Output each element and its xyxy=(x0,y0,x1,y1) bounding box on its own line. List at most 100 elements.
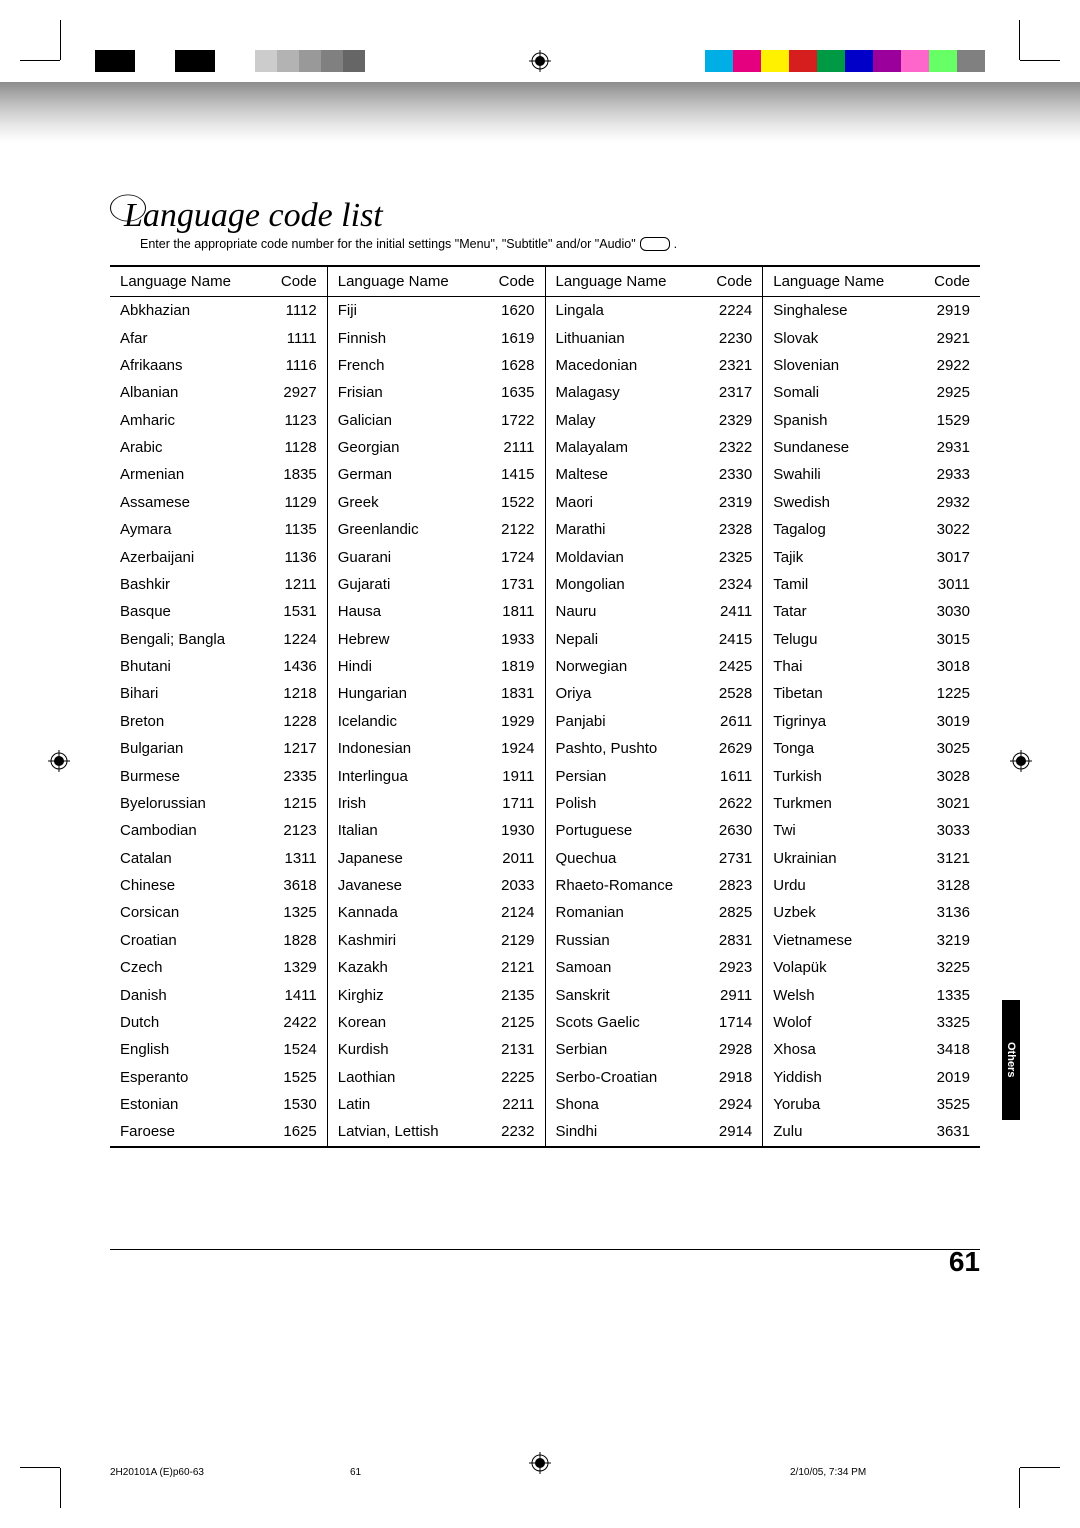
language-name: Sanskrit xyxy=(556,987,610,1004)
language-name: Slovak xyxy=(773,330,818,347)
language-name: Interlingua xyxy=(338,768,408,785)
color-swatch xyxy=(957,50,985,72)
table-row: Hausa1811 xyxy=(328,598,545,625)
language-code: 1335 xyxy=(937,987,970,1004)
language-name: Bengali; Bangla xyxy=(120,631,225,648)
language-code: 2415 xyxy=(719,631,752,648)
table-row: Afar1111 xyxy=(110,324,327,351)
language-name: Marathi xyxy=(556,521,606,538)
table-row: Laothian2225 xyxy=(328,1064,545,1091)
language-code: 1531 xyxy=(283,603,316,620)
table-row: Dutch 2422 xyxy=(110,1009,327,1036)
table-row: Vietnamese3219 xyxy=(763,927,980,954)
language-code: 3030 xyxy=(937,603,970,620)
language-code: 1611 xyxy=(720,768,752,785)
table-row: Thai3018 xyxy=(763,653,980,680)
bw-swatch xyxy=(215,50,255,72)
table-row: Albanian2927 xyxy=(110,379,327,406)
bw-swatch xyxy=(343,50,365,72)
language-name: Hungarian xyxy=(338,685,407,702)
color-swatch xyxy=(817,50,845,72)
language-code: 1112 xyxy=(286,302,317,319)
language-name: Kashmiri xyxy=(338,932,396,949)
language-code: 1522 xyxy=(501,494,534,511)
language-name: Spanish xyxy=(773,412,827,429)
language-name: Urdu xyxy=(773,877,806,894)
table-header: Language NameCode xyxy=(328,267,545,297)
language-code: 1722 xyxy=(501,412,534,429)
language-name: Sindhi xyxy=(556,1123,598,1140)
registration-icon xyxy=(48,750,70,772)
language-name: Tibetan xyxy=(773,685,822,702)
color-swatch xyxy=(761,50,789,72)
language-code: 1218 xyxy=(283,685,316,702)
table-row: Croatian1828 xyxy=(110,927,327,954)
footer-timestamp: 2/10/05, 7:34 PM xyxy=(790,1467,866,1478)
table-row: Faroese1625 xyxy=(110,1118,327,1145)
language-name: Mongolian xyxy=(556,576,625,593)
table-row: Burmese2335 xyxy=(110,762,327,789)
language-name: Quechua xyxy=(556,850,617,867)
language-code: 2131 xyxy=(501,1041,534,1058)
table-row: Byelorussian1215 xyxy=(110,790,327,817)
language-name: Greenlandic xyxy=(338,521,419,538)
bw-swatch xyxy=(135,50,175,72)
bw-swatch xyxy=(95,50,135,72)
page-subtitle: Enter the appropriate code number for th… xyxy=(140,237,980,251)
language-code: 3033 xyxy=(937,822,970,839)
language-code: 2319 xyxy=(719,494,752,511)
language-name: Dutch xyxy=(120,1014,159,1031)
language-code: 2918 xyxy=(719,1069,752,1086)
table-row: Finnish1619 xyxy=(328,324,545,351)
language-name: Swahili xyxy=(773,466,821,483)
language-name: Arabic xyxy=(120,439,163,456)
language-name: Afrikaans xyxy=(120,357,183,374)
table-row: Maori2319 xyxy=(546,489,763,516)
language-code: 2111 xyxy=(503,439,534,456)
table-row: Tonga3025 xyxy=(763,735,980,762)
table-row: Singhalese2919 xyxy=(763,297,980,324)
language-code: 3225 xyxy=(937,959,970,976)
language-code: 2914 xyxy=(719,1123,752,1140)
language-name: Twi xyxy=(773,822,796,839)
table-header: Language NameCode xyxy=(763,267,980,297)
table-row: Georgian 2111 xyxy=(328,434,545,461)
language-code: 2422 xyxy=(283,1014,316,1031)
language-code: 2921 xyxy=(937,330,970,347)
color-swatch xyxy=(845,50,873,72)
table-header: Language NameCode xyxy=(110,267,327,297)
table-row: Serbian2928 xyxy=(546,1036,763,1063)
page-title: Language code list xyxy=(124,197,383,235)
language-code: 3418 xyxy=(937,1041,970,1058)
bw-swatch xyxy=(277,50,299,72)
language-code: 1731 xyxy=(501,576,534,593)
language-code: 1835 xyxy=(283,466,316,483)
header-name: Language Name xyxy=(556,273,667,290)
language-name: Georgian xyxy=(338,439,400,456)
language-code: 3028 xyxy=(937,768,970,785)
table-row: Panjabi2611 xyxy=(546,708,763,735)
language-name: Samoan xyxy=(556,959,612,976)
table-row: Gujarati1731 xyxy=(328,571,545,598)
language-code: 2919 xyxy=(937,302,970,319)
table-row: Bengali; Bangla1224 xyxy=(110,626,327,653)
table-row: Somali2925 xyxy=(763,379,980,406)
table-row: Turkish3028 xyxy=(763,762,980,789)
language-code: 2411 xyxy=(720,603,752,620)
table-row: German1415 xyxy=(328,461,545,488)
language-code: 2322 xyxy=(719,439,752,456)
language-code: 2329 xyxy=(719,412,752,429)
table-row: Tatar3030 xyxy=(763,598,980,625)
language-code: 1530 xyxy=(283,1096,316,1113)
table-row: Welsh1335 xyxy=(763,981,980,1008)
table-row: Persian1611 xyxy=(546,762,763,789)
table-row: Wolof3325 xyxy=(763,1009,980,1036)
language-code: 2135 xyxy=(501,987,534,1004)
language-name: Tamil xyxy=(773,576,808,593)
language-code: 2425 xyxy=(719,658,752,675)
language-name: Hausa xyxy=(338,603,381,620)
table-row: Danish1411 xyxy=(110,981,327,1008)
language-name: Afar xyxy=(120,330,148,347)
registration-icon xyxy=(529,50,551,72)
language-name: Vietnamese xyxy=(773,932,852,949)
